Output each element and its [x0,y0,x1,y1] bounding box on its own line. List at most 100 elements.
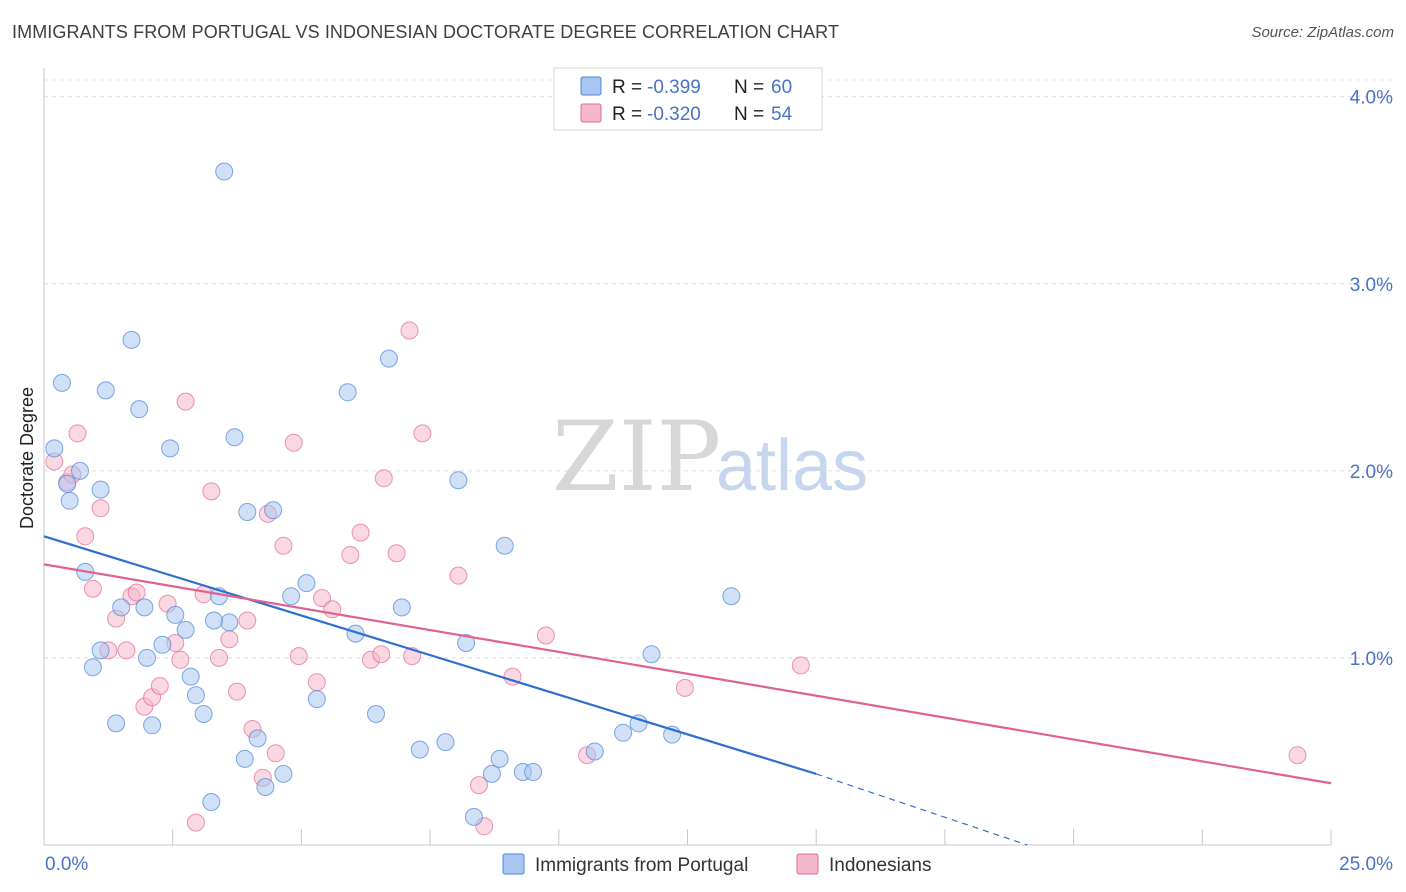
indonesians-point-4 [76,527,95,546]
portugal-point-51 [585,742,604,761]
indonesians-point-9 [117,641,136,660]
portugal-point-58 [138,648,156,667]
legend-r-value-portugal: -0.399 [647,77,701,98]
indonesians-point-52 [791,656,810,675]
indonesians-point-29 [266,744,285,763]
portugal-point-33 [282,587,301,606]
portugal-point-53 [629,714,648,733]
legend-swatch-portugal [580,76,602,96]
portugal-point-11 [122,330,141,349]
indonesians-point-41 [387,544,406,563]
y-tick-label-0: 1.0% [1350,649,1393,670]
indonesians-point-14 [150,677,169,695]
indonesians-point-45 [449,566,468,585]
portugal-point-2 [60,491,79,510]
indonesians-point-34 [313,589,331,608]
portugal-point-30 [256,778,275,796]
portugal-point-8 [96,381,115,400]
y-tick-labels: 1.0% 2.0% 3.0% 4.0% [1350,88,1393,670]
portugal-point-36 [338,383,357,402]
portugal-point-44 [457,634,476,652]
portugal-point-56 [722,587,741,606]
portugal-point-17 [166,605,185,624]
legend-r-label-portugal: R = [612,77,642,98]
legend: R = -0.399 N = 60 R = -0.320 N = 54 [553,67,823,131]
indonesians-point-22 [210,648,228,667]
indonesians-point-11 [127,583,146,602]
indonesians-point-46 [470,776,488,795]
watermark-zip: ZIP [552,401,721,513]
indonesians-point-30 [274,536,293,555]
indonesians-point-49 [536,626,555,645]
portugal-point-7 [91,641,110,660]
y-tick-label-1: 2.0% [1350,462,1393,483]
indonesians-point-39 [372,645,391,664]
portugal-point-16 [161,439,180,458]
indonesians-point-51 [675,678,694,697]
trend-line-portugal [43,535,817,775]
indonesians-point-36 [341,546,360,564]
indonesians-point-43 [400,321,419,340]
trend-line-portugal-extension [816,773,1028,846]
legend-n-value-portugal: 60 [771,77,792,98]
trend-line-indonesians [43,563,1332,785]
x-tick-labels: 0.0% 25.0% [45,854,1393,875]
indonesians-point-6 [91,499,110,518]
portugal-point-32 [274,764,293,783]
portugal-point-4 [58,474,77,493]
portugal-point-6 [83,658,102,677]
chart-title: IMMIGRANTS FROM PORTUGAL VS INDONESIAN D… [12,22,840,42]
y-axis-label: Doctorate Degree [17,387,37,529]
portugal-point-9 [107,714,126,733]
portugal-point-41 [410,740,429,759]
x-tick-label-1: 25.0% [1339,854,1393,875]
legend-n-label-indonesians: N = [734,104,764,125]
portugal-point-48 [495,536,514,555]
portugal-point-47 [490,749,509,768]
indonesians-point-18 [176,392,195,411]
x-tick-label-0: 0.0% [45,854,88,875]
portugal-point-13 [135,598,154,617]
portugal-point-20 [186,686,205,705]
trend-lines [43,535,1332,846]
portugal-point-40 [392,598,411,617]
portugal-point-52 [614,723,633,742]
bottom-legend: Immigrants from Portugal Indonesians [502,853,931,876]
indonesians-point-44 [413,424,432,443]
legend-swatch-indonesians [580,103,602,123]
portugal-point-21 [194,705,213,723]
portugal-point-1 [53,373,71,392]
portugal-point-19 [181,667,200,686]
legend-n-value-indonesians: 54 [771,104,793,125]
portugal-point-34 [297,574,316,593]
portugal-point-46 [482,764,501,783]
indonesians-point-33 [307,673,326,692]
y-tick-label-3: 4.0% [1350,88,1393,109]
grid-lines [44,79,1392,659]
portugal-point-45 [464,807,483,826]
portugal-point-15 [153,635,172,654]
portugal-point-57 [91,480,110,499]
source-label: Source: ZipAtlas.com [1251,24,1394,41]
portugal-point-54 [642,645,661,664]
watermark: ZIP atlas [552,401,868,513]
indonesians-point-3 [68,424,87,443]
bottom-legend-swatch-indonesians [796,853,819,875]
portugal-point-12 [130,400,149,419]
indonesians-point-24 [228,682,246,701]
portugal-point-59 [204,611,223,630]
portugal-point-22 [202,793,221,811]
indonesians-point-40 [374,469,393,488]
portugal-point-27 [235,749,254,768]
bottom-legend-label-portugal: Immigrants from Portugal [535,855,748,876]
indonesians-point-53 [1288,746,1307,765]
series-portugal-points [45,162,741,826]
indonesians-point-17 [171,650,190,669]
portugal-point-10 [112,598,131,617]
indonesians-point-23 [220,630,239,649]
portugal-point-14 [143,716,162,735]
portugal-point-39 [379,349,398,368]
portugal-point-24 [215,162,234,181]
portugal-point-3 [71,461,89,480]
